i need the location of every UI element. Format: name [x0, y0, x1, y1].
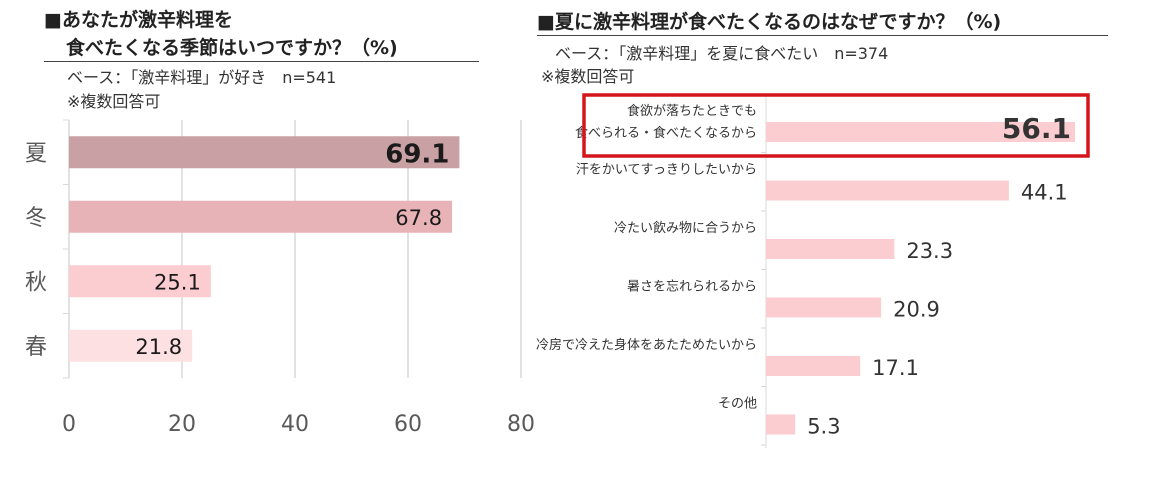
- left-category-label: 夏: [25, 141, 47, 166]
- right-category-label: その他: [718, 397, 757, 412]
- right-category-label: 汗をかいてすっきりしたいから: [576, 163, 757, 178]
- right-bar: [766, 122, 1075, 142]
- left-data-label: 67.8: [395, 206, 442, 230]
- left-bar: [69, 200, 453, 233]
- right-data-label: 23.3: [906, 239, 953, 263]
- left-title-line2: 食べたくなる季節はいつですか？（%): [66, 37, 398, 59]
- right-bar: [766, 297, 882, 318]
- right-chart-title: ■夏に激辛料理が食べたくなるのはなぜですか？（%): [537, 11, 1002, 33]
- right-data-label: 5.3: [807, 415, 840, 439]
- left-bar: [69, 329, 193, 362]
- left-chart-title: ■あなたが激辛料理を 食べたくなる季節はいつですか？（%): [44, 6, 398, 62]
- right-bar: [766, 414, 796, 435]
- right-data-label: 56.1: [1002, 112, 1071, 145]
- left-category-label: 秋: [25, 270, 47, 295]
- right-category-label: 食べられる・食べたくなるから: [575, 125, 757, 141]
- left-x-tick-label: 40: [281, 412, 309, 437]
- right-data-label: 44.1: [1021, 181, 1068, 205]
- left-bar: [69, 136, 460, 169]
- left-title-line1: ■あなたが激辛料理を: [44, 9, 233, 31]
- right-data-label: 20.9: [893, 298, 940, 322]
- right-category-label: 暑さを忘れられるから: [627, 280, 757, 295]
- left-data-label: 25.1: [154, 270, 201, 294]
- left-title-underline: [44, 61, 479, 62]
- left-data-label: 21.8: [135, 335, 182, 359]
- left-bar: [69, 265, 211, 298]
- right-bar: [766, 356, 861, 376]
- right-base-text: ベース：「激辛料理」を夏に食べたい n=374: [555, 44, 889, 63]
- right-category-label: 食欲が落ちたときでも: [627, 103, 757, 119]
- right-title-underline: [537, 35, 1108, 36]
- right-category-label: 冷房で冷えた身体をあたためたいから: [536, 337, 757, 353]
- left-x-tick-label: 80: [507, 412, 535, 437]
- right-data-label: 17.1: [872, 356, 919, 380]
- right-note-text: ※複数回答可: [541, 67, 635, 86]
- left-x-tick-label: 20: [168, 412, 196, 437]
- left-category-label: 冬: [25, 206, 47, 231]
- right-bar: [766, 180, 1009, 201]
- right-category-label: 冷たい飲み物に合うから: [614, 220, 757, 236]
- right-bar: [766, 239, 895, 259]
- left-bar-chart: 0 20 40 60 80 夏 69.1 冬 67.8 秋 25.1 春 21.8: [25, 119, 535, 437]
- left-note-text: ※複数回答可: [67, 92, 161, 111]
- highlight-box: [582, 93, 1090, 158]
- left-x-tick-label: 60: [394, 412, 422, 437]
- left-data-label: 69.1: [385, 139, 449, 169]
- left-x-tick-label: 0: [62, 412, 76, 437]
- left-category-label: 春: [25, 335, 47, 360]
- left-base-text: ベース：「激辛料理」が好き n=541: [67, 68, 337, 87]
